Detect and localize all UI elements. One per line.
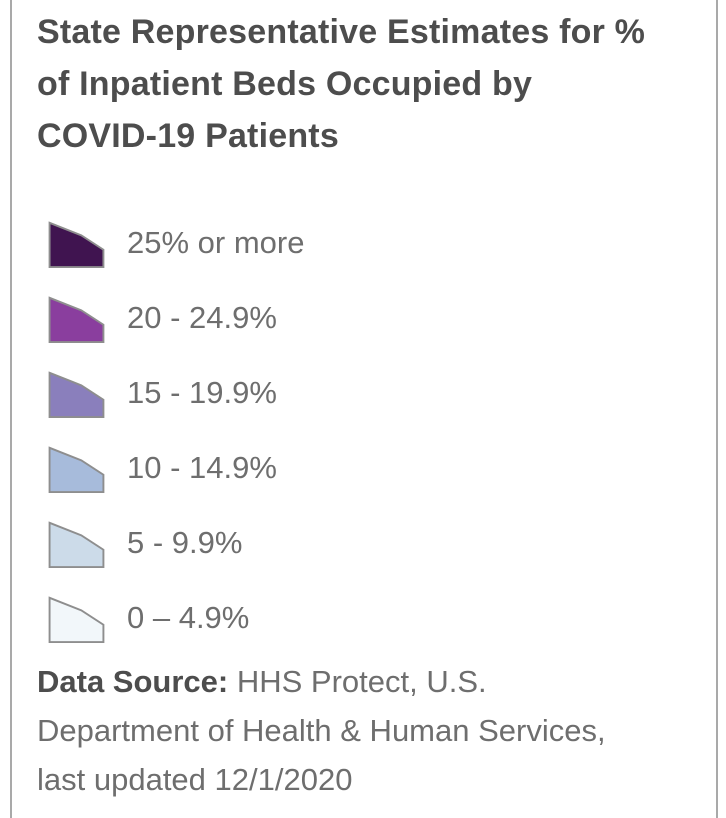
state-shape-swatch-icon: [48, 521, 105, 568]
data-source-label: Data Source:: [37, 664, 229, 699]
legend-item-label: 0 – 4.9%: [127, 600, 250, 635]
legend-item: 25% or more: [48, 218, 716, 268]
legend-item-label: 25% or more: [127, 225, 305, 260]
legend-item-label: 15 - 19.9%: [127, 375, 277, 410]
state-shape-swatch-icon: [48, 446, 105, 493]
data-source-line-1-text: HHS Protect, U.S.: [228, 664, 487, 699]
data-source-note: Data Source: HHS Protect, U.S. Departmen…: [37, 657, 716, 804]
legend-item-label: 10 - 14.9%: [127, 450, 277, 485]
state-shape-swatch-icon: [48, 371, 105, 418]
legend-item: 5 - 9.9%: [48, 518, 716, 568]
state-shape-swatch-icon: [48, 596, 105, 643]
legend-item: 0 – 4.9%: [48, 593, 716, 643]
legend-list: 25% or more 20 - 24.9% 15 - 19.9% 10 - 1…: [37, 218, 716, 643]
data-source-line-1: Data Source: HHS Protect, U.S.: [37, 657, 716, 706]
legend-title-line-1: State Representative Estimates for %: [37, 13, 646, 51]
legend-item-label: 5 - 9.9%: [127, 525, 243, 560]
legend-item-label: 20 - 24.9%: [127, 300, 277, 335]
legend-title-line-2: of Inpatient Beds Occupied by: [37, 65, 533, 103]
data-source-line-3: last updated 12/1/2020: [37, 762, 353, 797]
data-source-line-2: Department of Health & Human Services,: [37, 713, 606, 748]
state-shape-swatch-icon: [48, 221, 105, 268]
legend-item: 15 - 19.9%: [48, 368, 716, 418]
legend-title: State Representative Estimates for % of …: [37, 6, 716, 162]
state-shape-swatch-icon: [48, 296, 105, 343]
legend-item: 10 - 14.9%: [48, 443, 716, 493]
map-legend-panel: State Representative Estimates for % of …: [10, 0, 718, 818]
legend-title-line-3: COVID-19 Patients: [37, 117, 339, 155]
legend-item: 20 - 24.9%: [48, 293, 716, 343]
